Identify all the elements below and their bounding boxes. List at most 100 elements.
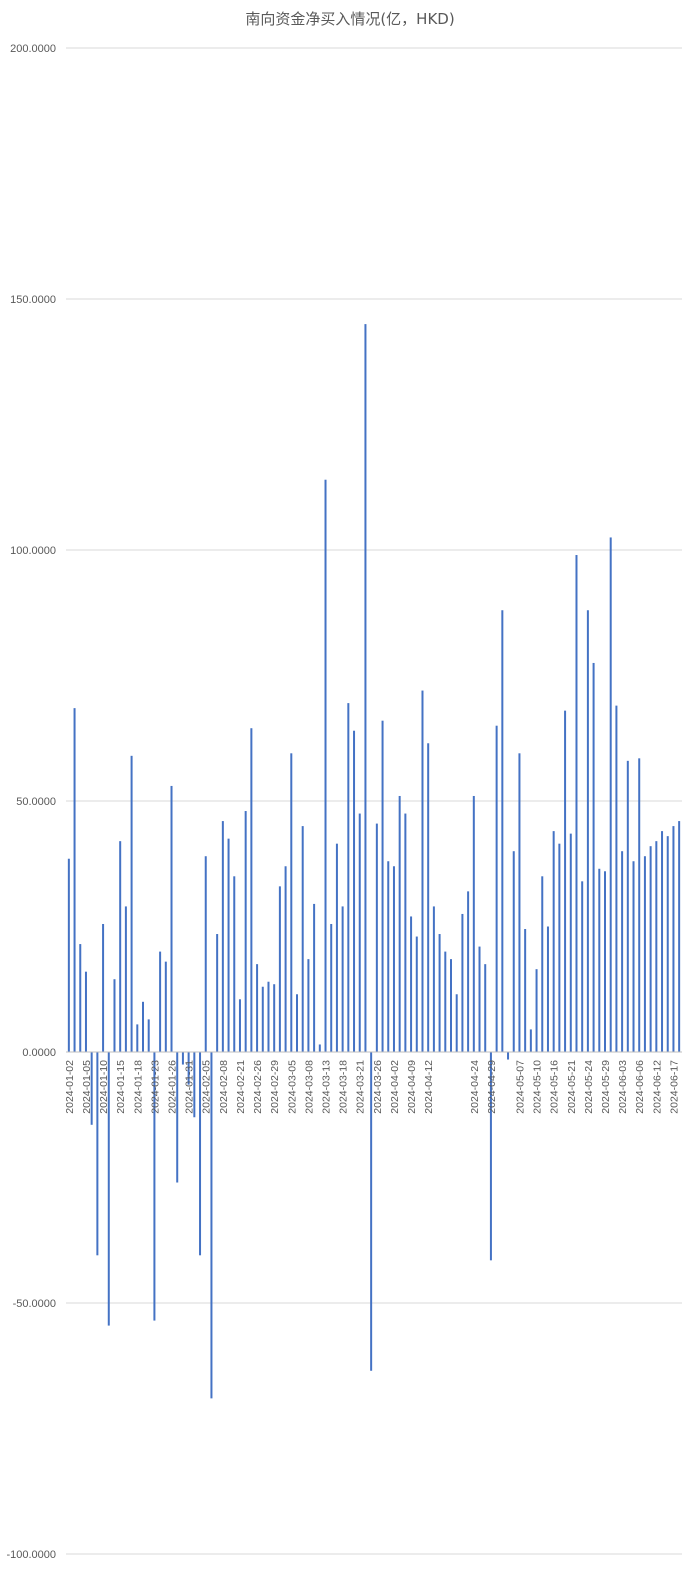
gridlines <box>66 47 682 1555</box>
bar <box>353 730 356 1052</box>
bar <box>410 916 413 1052</box>
x-tick-label: 2024-01-18 <box>132 1060 144 1114</box>
x-tick-label: 2024-01-10 <box>98 1060 110 1114</box>
x-tick-label: 2024-03-05 <box>286 1060 298 1114</box>
bar <box>330 923 333 1052</box>
bar <box>227 838 230 1052</box>
x-tick-label: 2024-01-05 <box>81 1060 93 1114</box>
bar <box>609 537 612 1052</box>
bar <box>392 866 395 1052</box>
bar <box>621 851 624 1052</box>
bar <box>472 795 475 1052</box>
bar <box>170 785 173 1052</box>
x-tick-label: 2024-04-24 <box>469 1060 481 1114</box>
bar <box>324 479 327 1053</box>
bar <box>427 743 430 1052</box>
bar <box>564 710 567 1052</box>
x-tick-label: 2024-04-02 <box>389 1060 401 1114</box>
bar <box>136 1024 139 1052</box>
x-tick-label: 2024-01-02 <box>64 1060 76 1114</box>
bar <box>626 760 629 1052</box>
bar <box>102 923 105 1052</box>
bar <box>478 946 481 1052</box>
x-tick-label: 2024-02-26 <box>252 1060 264 1114</box>
bar <box>541 876 544 1052</box>
bar <box>290 753 293 1052</box>
bar <box>341 906 344 1052</box>
x-tick-label: 2024-03-13 <box>321 1060 333 1114</box>
bar <box>518 753 521 1052</box>
bar <box>666 836 669 1052</box>
bar <box>130 755 133 1052</box>
bar <box>512 851 515 1052</box>
bar <box>524 929 527 1052</box>
bar <box>643 856 646 1052</box>
bar <box>432 906 435 1052</box>
bar <box>284 866 287 1052</box>
y-tick-label: -50.0000 <box>13 1298 56 1310</box>
bar <box>615 705 618 1052</box>
bar <box>450 959 452 1052</box>
bar <box>649 846 652 1052</box>
bar <box>335 843 338 1052</box>
bar <box>489 1052 492 1261</box>
x-tick-label: 2024-02-29 <box>269 1060 281 1114</box>
bar <box>256 964 259 1052</box>
bar <box>507 1052 510 1060</box>
bar <box>181 1052 184 1065</box>
bar <box>210 1052 213 1399</box>
bar <box>113 979 116 1052</box>
x-tick-label: 2024-02-21 <box>235 1060 247 1114</box>
bar <box>96 1052 99 1256</box>
bar <box>90 1052 93 1125</box>
bar <box>592 662 595 1052</box>
x-tick-label: 2024-04-09 <box>406 1060 418 1114</box>
bar <box>558 843 561 1052</box>
x-tick-label: 2024-03-08 <box>303 1060 315 1114</box>
bar <box>124 906 127 1052</box>
bar <box>278 886 281 1052</box>
x-tick-label: 2024-03-18 <box>338 1060 350 1114</box>
bar <box>79 944 82 1052</box>
x-tick-label: 2024-01-23 <box>149 1060 161 1114</box>
x-tick-label: 2024-06-06 <box>634 1060 646 1114</box>
bar <box>398 795 401 1052</box>
bar <box>296 994 298 1052</box>
bar <box>142 1001 144 1052</box>
x-tick-label: 2024-01-31 <box>184 1060 196 1114</box>
bar <box>176 1052 179 1183</box>
x-tick-label: 2024-03-21 <box>355 1060 367 1114</box>
bar <box>604 871 606 1052</box>
bar <box>193 1052 196 1118</box>
x-axis-tick-labels: 2024-01-02 2024-01-05 2024-01-10 2024-01-15… <box>64 1060 681 1114</box>
bar <box>164 961 167 1052</box>
y-tick-label: 50.0000 <box>16 796 56 808</box>
bar <box>546 926 549 1052</box>
bar <box>638 758 641 1052</box>
x-tick-label: 2024-03-26 <box>372 1060 384 1114</box>
bar <box>529 1029 532 1052</box>
x-tick-label: 2024-06-17 <box>668 1060 680 1114</box>
bar <box>73 708 76 1052</box>
bar <box>301 826 304 1052</box>
bar <box>119 841 122 1052</box>
x-tick-label: 2024-02-08 <box>218 1060 230 1114</box>
x-tick-label: 2024-05-29 <box>600 1060 612 1114</box>
bar <box>364 324 367 1053</box>
bar <box>381 720 384 1052</box>
y-tick-label: -100.0000 <box>6 1549 56 1561</box>
x-tick-label: 2024-05-21 <box>566 1060 578 1114</box>
bar <box>387 861 390 1052</box>
bar <box>415 936 418 1052</box>
bar <box>535 969 538 1052</box>
x-tick-label: 2024-04-12 <box>423 1060 435 1114</box>
bar <box>586 610 589 1052</box>
bar <box>569 833 572 1052</box>
bar <box>199 1052 202 1256</box>
bar <box>655 841 658 1052</box>
y-tick-label: 100.0000 <box>10 545 56 557</box>
bar <box>204 856 207 1052</box>
bar <box>318 1044 321 1052</box>
bar <box>575 555 578 1052</box>
